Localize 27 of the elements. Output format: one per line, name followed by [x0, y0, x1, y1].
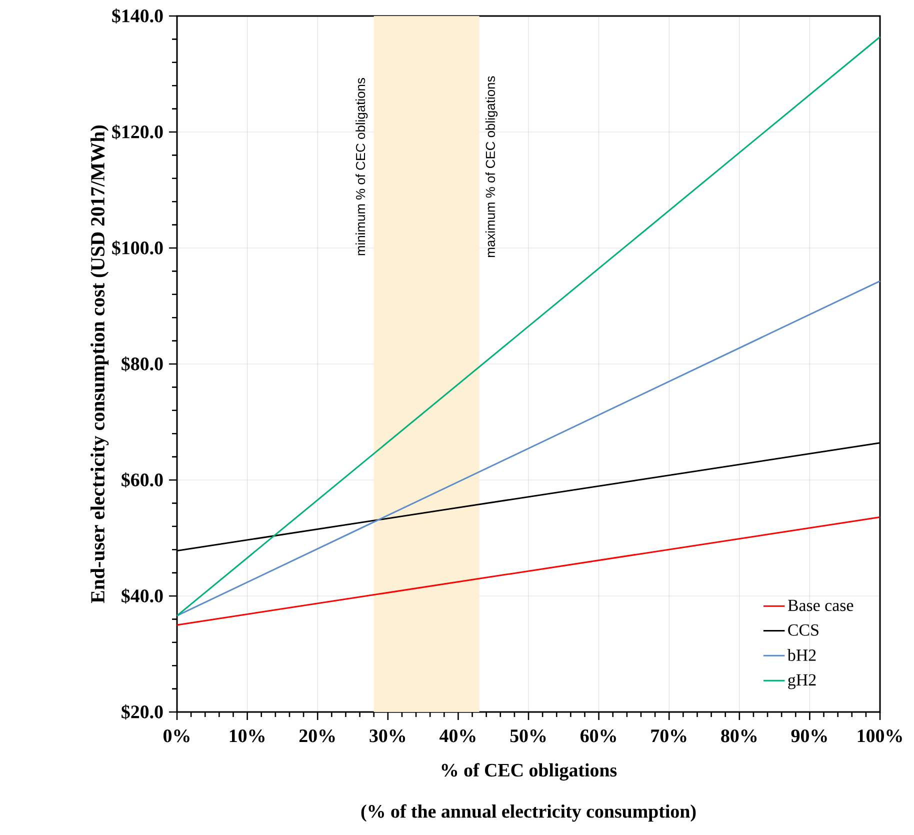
x-tick-label: 10%	[230, 729, 264, 742]
annotation: minimum % of CEC obligations	[356, 78, 368, 256]
text: (% of the annual electricity consumption)	[361, 804, 696, 822]
x-tick-label: 70%	[651, 729, 686, 742]
legend-label: CCS	[788, 624, 818, 636]
y-axis-title: End-user electricity consumption cost (USD 2017/MWh)	[90, 126, 109, 604]
legend-label: gH2	[788, 674, 816, 690]
x-tick-label: 0%	[164, 729, 190, 742]
x-tick-label: 50%	[510, 729, 546, 742]
legend-label: bH2	[787, 649, 816, 661]
y-tick-label: $40.0	[122, 588, 163, 604]
y-tick-label: $20.0	[122, 704, 163, 720]
y-tick-label: $60.0	[122, 472, 163, 488]
x-tick-label: 80%	[721, 729, 757, 742]
x-tick-label: 60%	[580, 729, 616, 742]
x-axis-title: % of CEC obligations	[442, 763, 617, 781]
y-tick-label: $120.0	[112, 124, 163, 140]
y-tick-label: $100.0	[112, 240, 163, 256]
x-tick-label: 30%	[370, 729, 406, 742]
y-tick-label: $80.0	[122, 356, 163, 372]
x-tick-label: 40%	[440, 729, 476, 742]
annotation: maximum % of CEC obligations	[485, 76, 498, 257]
x-tick-label: 100%	[858, 729, 902, 742]
x-tick-label: 90%	[791, 729, 827, 742]
y-tick-label: $140.0	[112, 8, 163, 24]
legend-label: Base case	[788, 600, 854, 612]
x-tick-label: 20%	[299, 729, 335, 742]
